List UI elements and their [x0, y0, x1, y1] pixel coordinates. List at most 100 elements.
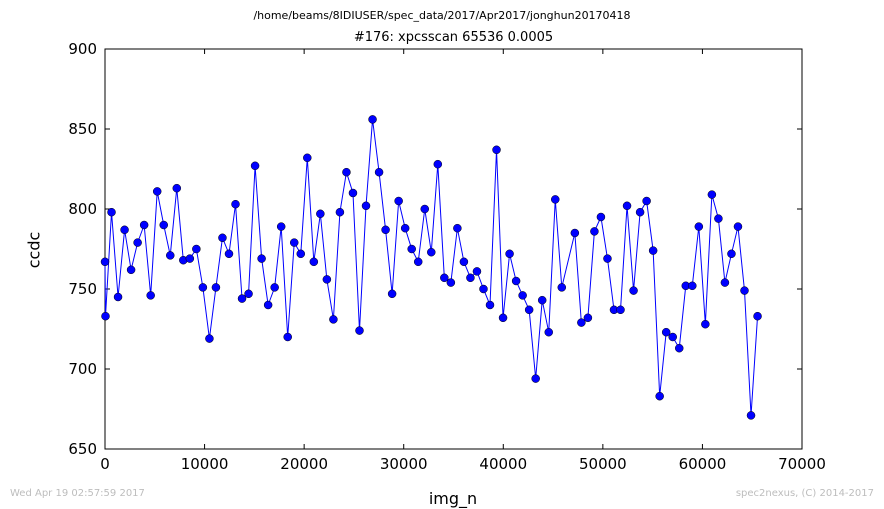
data-point: [126, 265, 136, 275]
data-point: [413, 257, 423, 267]
data-point: [557, 283, 567, 292]
data-point: [361, 201, 371, 211]
data-point: [635, 207, 645, 217]
data-point: [446, 278, 456, 287]
footer-timestamp: Wed Apr 19 02:57:59 2017: [10, 488, 145, 499]
data-point: [511, 276, 521, 286]
data-point: [537, 295, 547, 305]
data-point: [707, 190, 717, 199]
x-tick-label: 60000: [679, 455, 727, 473]
data-point: [590, 227, 599, 236]
data-point: [583, 313, 593, 323]
data-point: [420, 204, 430, 214]
data-point: [192, 244, 201, 254]
data-point: [270, 283, 279, 292]
data-point: [322, 275, 332, 284]
footer-credit: spec2nexus, (C) 2014-2017: [735, 488, 874, 499]
data-point: [309, 257, 319, 267]
data-point: [616, 305, 625, 315]
x-tick-label: 0: [100, 455, 110, 473]
data-point: [276, 222, 286, 231]
data-point: [159, 220, 168, 230]
data-point: [218, 233, 227, 243]
data-point: [289, 238, 299, 247]
data-point: [596, 212, 606, 222]
data-point: [100, 257, 110, 267]
data-point: [107, 207, 116, 217]
data-point: [387, 289, 397, 299]
y-tick-label: 800: [68, 200, 97, 218]
data-point: [472, 267, 482, 276]
data-point: [348, 188, 358, 198]
data-point: [166, 251, 175, 260]
data-point: [152, 187, 162, 196]
data-point: [185, 254, 195, 263]
data-point: [257, 254, 266, 263]
data-point: [505, 249, 514, 259]
y-tick-label: 700: [68, 360, 97, 378]
data-point: [133, 238, 142, 247]
data-point: [674, 343, 684, 353]
data-point: [244, 289, 253, 299]
data-point: [688, 281, 697, 291]
data-point: [733, 222, 743, 231]
data-point: [250, 161, 260, 171]
data-point: [296, 249, 306, 259]
data-point: [237, 294, 247, 303]
data-point: [400, 223, 410, 233]
data-point: [303, 153, 312, 163]
data-point: [101, 311, 110, 321]
data-point: [629, 286, 638, 295]
data-point: [394, 196, 403, 206]
data-point: [205, 334, 214, 343]
x-tick-label: 40000: [479, 455, 527, 473]
data-point: [316, 209, 325, 219]
data-point: [642, 196, 651, 206]
data-point: [524, 305, 534, 315]
data-point: [139, 220, 149, 230]
chart-title: #176: xpcsscan 65536 0.0005: [353, 30, 554, 45]
y-tick-label: 750: [68, 280, 97, 298]
data-point: [283, 332, 292, 342]
data-point: [746, 411, 756, 420]
data-point: [622, 201, 632, 211]
data-point: [492, 145, 501, 155]
data-point: [335, 207, 345, 217]
data-point: [577, 318, 586, 327]
data-point: [453, 223, 462, 233]
data-point: [551, 195, 560, 204]
y-tick-label: 650: [68, 440, 97, 458]
series-group: [100, 115, 762, 420]
y-tick-label: 850: [68, 120, 97, 138]
data-point: [498, 313, 508, 323]
data-point: [374, 167, 384, 177]
data-point: [263, 300, 273, 310]
data-point: [531, 374, 540, 383]
x-tick-label: 50000: [579, 455, 627, 473]
data-point: [661, 327, 671, 337]
data-point: [440, 273, 449, 283]
data-point: [198, 283, 208, 292]
chart-suptitle: /home/beams/8IDIUSER/spec_data/2017/Apr2…: [253, 9, 631, 22]
data-point: [113, 292, 123, 302]
data-point: [714, 214, 723, 223]
x-tick-label: 10000: [181, 455, 229, 473]
data-point: [224, 249, 234, 259]
data-point: [694, 222, 704, 231]
data-point: [433, 159, 443, 169]
data-point: [329, 315, 338, 324]
x-axis-label: img_n: [428, 489, 478, 508]
data-point: [146, 291, 155, 300]
data-point: [570, 228, 580, 238]
data-point: [231, 199, 240, 209]
data-point: [544, 327, 553, 337]
axes-frame: [104, 48, 803, 450]
data-point: [740, 286, 749, 295]
data-point: [720, 278, 730, 287]
data-point: [172, 183, 182, 193]
data-point: [655, 391, 664, 401]
data-point: [368, 115, 377, 124]
data-point: [479, 284, 488, 294]
